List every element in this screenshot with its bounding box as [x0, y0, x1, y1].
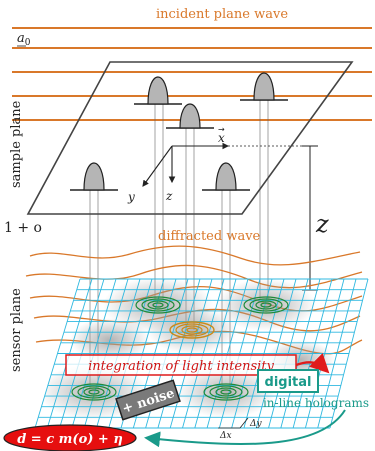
- delta-markers: [218, 417, 249, 429]
- a0-label: a0: [17, 31, 31, 48]
- hologram-ring: [71, 383, 117, 401]
- hologram-ring: [243, 296, 289, 314]
- hologram-ring: [203, 383, 249, 401]
- holograms-label: in-line holograms: [263, 396, 369, 410]
- axis-x-label: x: [218, 131, 225, 145]
- equation-ellipse: [3, 424, 137, 451]
- delta-x-label: Δx: [219, 431, 232, 441]
- axis-y-label: y: [127, 190, 135, 204]
- digital-label: digital: [265, 375, 312, 390]
- integration-arrow: [295, 353, 330, 374]
- sample-plane: [26, 61, 354, 215]
- digital-box: [257, 369, 319, 393]
- sample-plane-label: sample plane: [9, 100, 24, 188]
- holograms: [71, 296, 289, 401]
- particle: [240, 72, 288, 101]
- axis-z-label: z: [165, 189, 173, 203]
- one-plus-o-label: 1 + o: [4, 220, 42, 236]
- particles: [70, 72, 288, 191]
- a0-main: a: [17, 31, 25, 46]
- equation-label: d = c m(o) + η: [17, 432, 123, 447]
- particle: [134, 76, 182, 105]
- a0-sub: 0: [25, 38, 31, 48]
- incident-wave-label: incident plane wave: [156, 7, 288, 22]
- coordinate-axes: [142, 142, 312, 187]
- sensor-blurs: [39, 279, 335, 420]
- particle: [202, 162, 250, 191]
- z-distance-label: z: [315, 210, 329, 238]
- diffracted-wave-label: diffracted wave: [158, 229, 261, 244]
- particle: [166, 103, 214, 129]
- sensor-plane-label: sensor plane: [9, 288, 24, 372]
- equation-arrow: [144, 409, 346, 448]
- integration-label: integration of light intensity: [88, 359, 274, 374]
- hologram-ring-gold: [169, 321, 215, 339]
- hologram-ring: [135, 296, 181, 314]
- delta-y-label: Δy: [249, 419, 262, 429]
- vec-arrows: →: [218, 125, 225, 134]
- particle: [70, 162, 118, 191]
